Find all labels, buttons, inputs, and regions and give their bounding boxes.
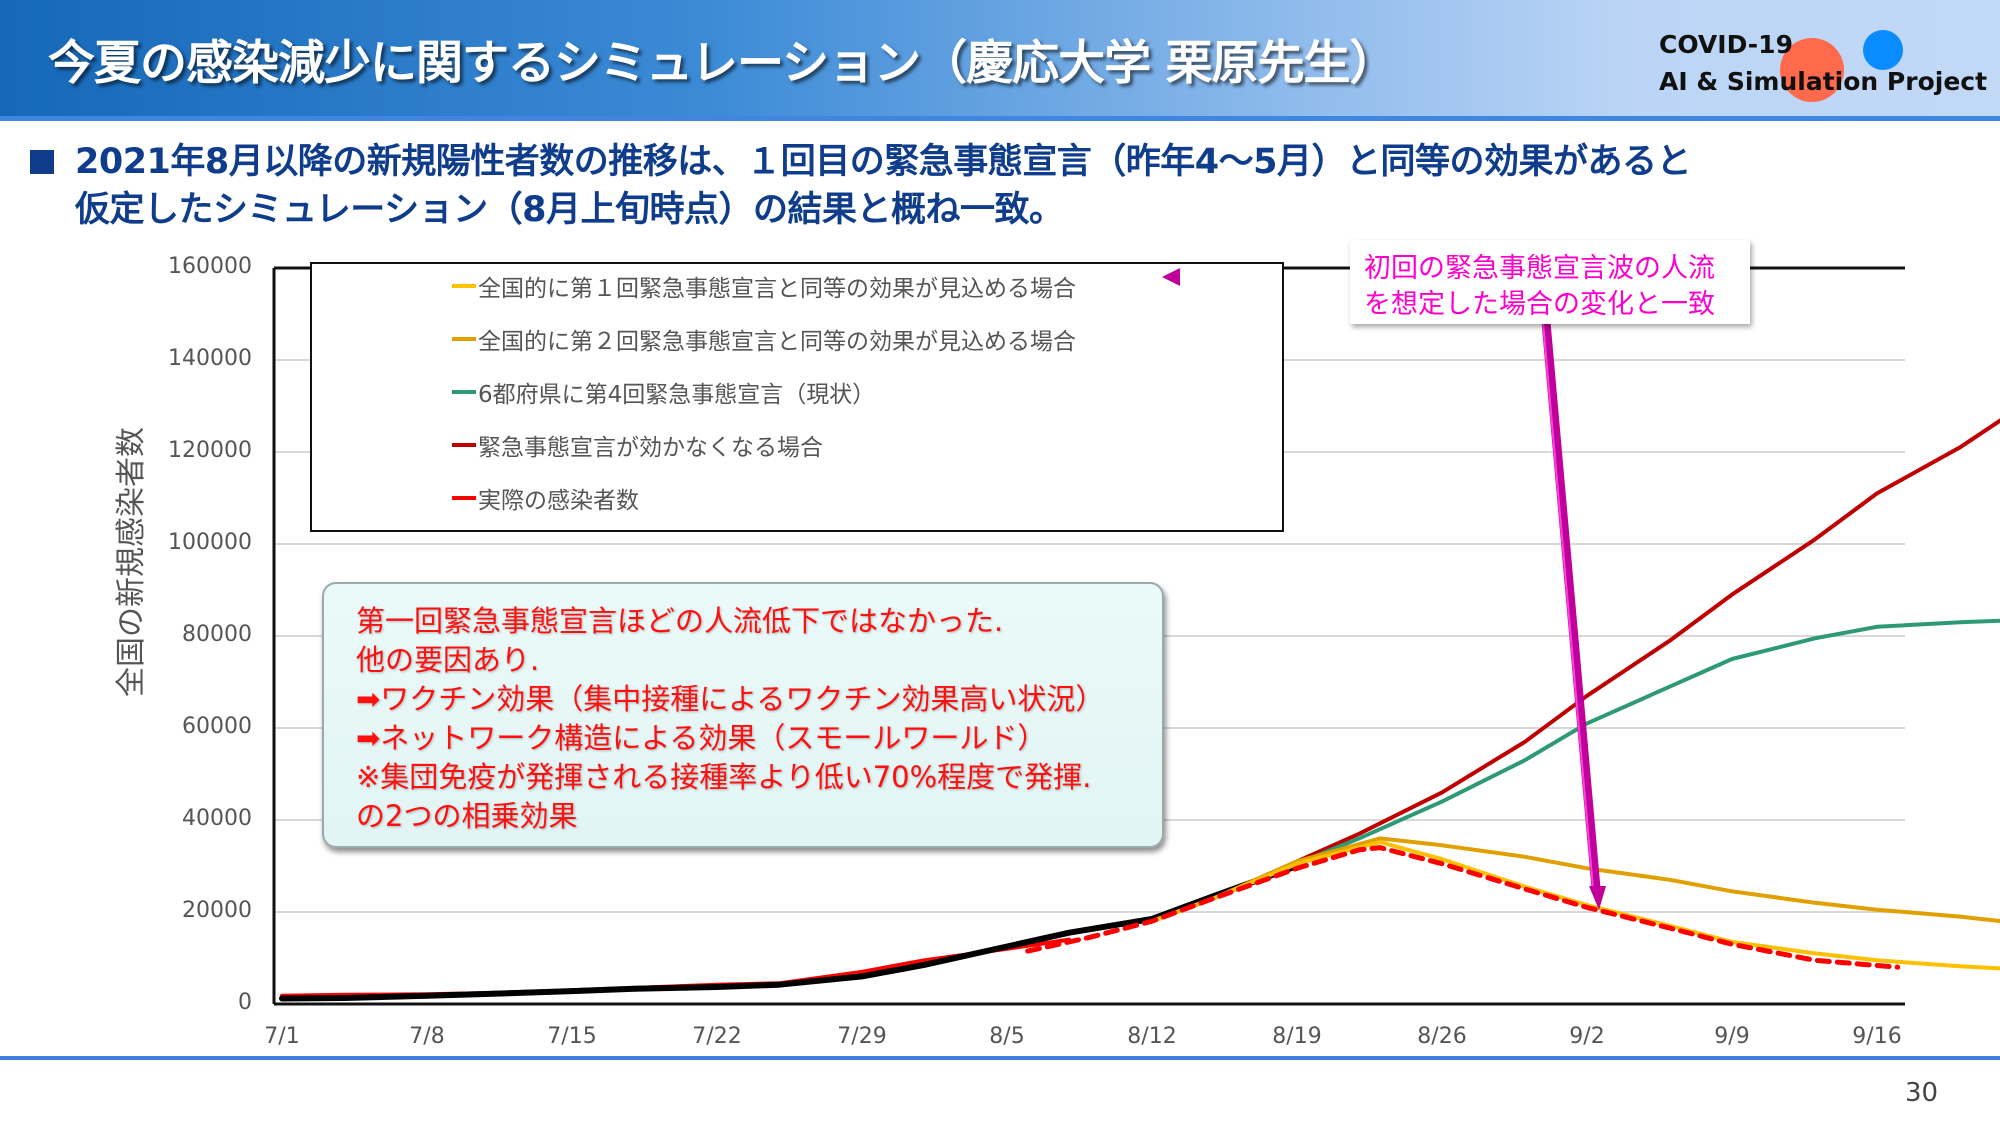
y-tick-label: 100000 bbox=[168, 530, 252, 555]
y-tick-label: 20000 bbox=[182, 898, 252, 923]
note-line: ※集団免疫が発揮される接種率より低い70%程度で発揮. bbox=[356, 760, 1092, 794]
x-tick-label: 7/8 bbox=[409, 1024, 445, 1049]
series-line-1 bbox=[1150, 836, 2000, 924]
x-tick-label: 9/2 bbox=[1569, 1024, 1605, 1049]
note-line: の2つの相乗効果 bbox=[356, 799, 578, 833]
y-tick-label: 40000 bbox=[182, 806, 252, 831]
y-tick-label: 160000 bbox=[168, 254, 252, 279]
note-line: ➡ネットワーク構造による効果（スモールワールド） bbox=[356, 721, 1047, 755]
x-tick-label: 9/16 bbox=[1852, 1024, 1902, 1049]
chart-legend: 全国的に第１回緊急事態宣言と同等の効果が見込める場合 全国的に第２回緊急事態宣言と… bbox=[310, 262, 1284, 532]
legend-item: 全国的に第１回緊急事態宣言と同等の効果が見込める場合 bbox=[452, 268, 1076, 304]
y-tick-label: 80000 bbox=[182, 622, 252, 647]
legend-swatch-icon bbox=[452, 443, 476, 447]
x-tick-label: 7/22 bbox=[692, 1024, 742, 1049]
callout-line2: を想定した場合の変化と一致 bbox=[1364, 289, 1715, 320]
x-tick-label: 7/29 bbox=[837, 1024, 887, 1049]
legend-item: 全国的に第２回緊急事態宣言と同等の効果が見込める場合 bbox=[452, 321, 1076, 357]
legend-label: 全国的に第２回緊急事態宣言と同等の効果が見込める場合 bbox=[478, 329, 1076, 355]
headline-line1: 2021年8月以降の新規陽性者数の推移は、１回目の緊急事態宣言（昨年4～5月）と… bbox=[75, 142, 1691, 182]
note-line: 第一回緊急事態宣言ほどの人流低下ではなかった. bbox=[356, 604, 1004, 638]
legend-swatch-icon bbox=[452, 337, 476, 341]
y-tick-label: 0 bbox=[238, 990, 252, 1015]
note-line: 他の要因あり. bbox=[356, 643, 540, 677]
logo-orange-circle-icon bbox=[1780, 38, 1844, 102]
note-line: ➡ワクチン効果（集中接種によるワクチン効果高い状況） bbox=[356, 682, 1105, 716]
chart-series bbox=[279, 418, 2000, 1002]
page-number: 30 bbox=[1905, 1078, 1939, 1108]
legend-swatch-icon bbox=[452, 390, 476, 394]
series-line-5 bbox=[279, 863, 1300, 1002]
y-tick-label: 140000 bbox=[168, 346, 252, 371]
logo-text-line1: COVID-19 bbox=[1659, 30, 1793, 59]
legend-item: 6都府県に第4回緊急事態宣言（現状） bbox=[452, 374, 875, 410]
x-tick-label: 9/9 bbox=[1714, 1024, 1750, 1049]
x-tick-label: 8/19 bbox=[1272, 1024, 1322, 1049]
slide-title: 今夏の感染減少に関するシミュレーション（慶応大学 栗原先生） bbox=[48, 36, 1396, 91]
legend-label: 実際の感染者数 bbox=[478, 488, 639, 514]
logo-text-line2: AI & Simulation Project bbox=[1659, 67, 1988, 96]
legend-label: 6都府県に第4回緊急事態宣言（現状） bbox=[478, 382, 876, 408]
footer-divider bbox=[0, 1056, 2000, 1060]
legend-swatch-icon bbox=[452, 284, 476, 288]
project-logo: COVID-19 AI & Simulation Project bbox=[1655, 18, 1995, 108]
callout-line1: 初回の緊急事態宣言波の人流 bbox=[1364, 253, 1715, 284]
series-line-6 bbox=[1025, 845, 1901, 970]
x-tick-label: 8/26 bbox=[1417, 1024, 1467, 1049]
legend-item: 緊急事態宣言が効かなくなる場合 bbox=[452, 427, 823, 463]
y-tick-label: 60000 bbox=[182, 714, 252, 739]
y-tick-label: 120000 bbox=[168, 438, 252, 463]
x-tick-label: 7/1 bbox=[264, 1024, 300, 1049]
logo-blue-circle-icon bbox=[1863, 30, 1903, 70]
legend-label: 全国的に第１回緊急事態宣言と同等の効果が見込める場合 bbox=[478, 276, 1076, 302]
legend-label: 緊急事態宣言が効かなくなる場合 bbox=[478, 435, 823, 461]
explanation-note: 第一回緊急事態宣言ほどの人流低下ではなかった. 他の要因あり. ➡ワクチン効果（… bbox=[322, 582, 1164, 848]
x-tick-label: 8/5 bbox=[989, 1024, 1025, 1049]
legend-swatch-icon bbox=[452, 496, 476, 500]
bullet-square-icon bbox=[30, 150, 54, 174]
callout-box: 初回の緊急事態宣言波の人流 を想定した場合の変化と一致 bbox=[1350, 240, 1750, 324]
x-tick-label: 8/12 bbox=[1127, 1024, 1177, 1049]
header-bar bbox=[0, 0, 2000, 116]
header-divider bbox=[0, 116, 2000, 121]
x-tick-label: 7/15 bbox=[547, 1024, 597, 1049]
headline-line2: 仮定したシミュレーション（8月上旬時点）の結果と概ね一致。 bbox=[75, 190, 1064, 230]
headline: 2021年8月以降の新規陽性者数の推移は、１回目の緊急事態宣言（昨年4～5月）と… bbox=[75, 138, 1691, 234]
legend-item: 実際の感染者数 bbox=[452, 480, 639, 516]
